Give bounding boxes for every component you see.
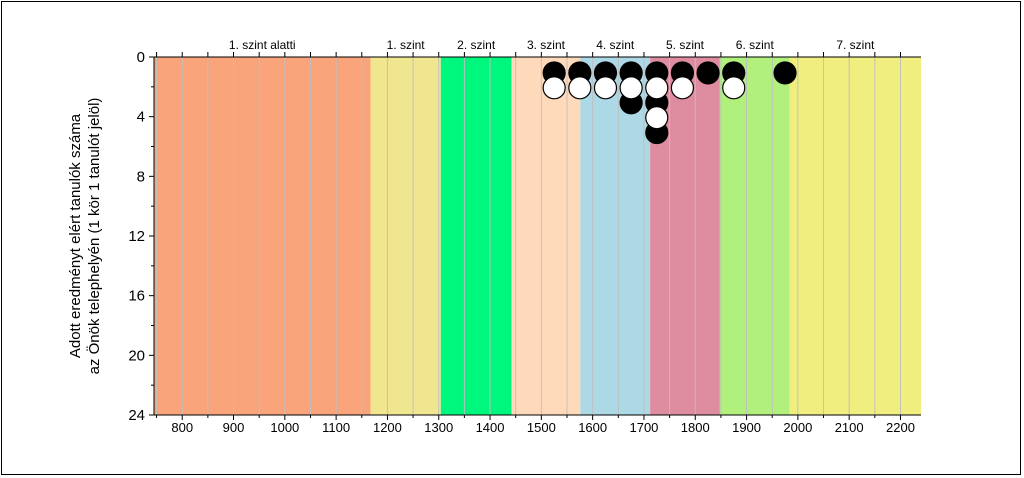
x-tick-label: 900 [223, 420, 245, 435]
level-bands [154, 57, 921, 415]
student-circle-white [645, 76, 669, 100]
level-label: 1. szint [387, 38, 426, 52]
y-tick-label: 4 [137, 109, 145, 126]
level-label: 3. szint [527, 38, 566, 52]
level-label: 6. szint [736, 38, 775, 52]
level-band [440, 57, 512, 415]
x-tick-label: 2000 [783, 420, 812, 435]
x-tick-label: 2200 [886, 420, 915, 435]
student-circle-black [696, 61, 720, 85]
x-tick-label: 800 [171, 420, 193, 435]
x-tick-label: 2100 [835, 420, 864, 435]
x-tick-label: 1600 [578, 420, 607, 435]
level-label: 5. szint [666, 38, 705, 52]
student-circle-white [645, 106, 669, 130]
axes: 800 900 1000 1100 1200 1300 1400 1500 1600 1700 18… [128, 49, 921, 435]
level-label: 7. szint [836, 38, 875, 52]
student-circle-white [568, 76, 592, 100]
x-tick-label: 1000 [270, 420, 299, 435]
level-label: 2. szint [457, 38, 496, 52]
student-circle-white [722, 76, 746, 100]
y-axis-label-line-2: az Önök telephelyén (1 kör 1 tanulót jel… [85, 98, 103, 375]
level-label: 1. szint alatti [229, 38, 296, 52]
y-tick-label: 8 [137, 168, 145, 185]
student-circle-black [773, 61, 797, 85]
level-band [719, 57, 790, 415]
y-tick-label: 20 [128, 347, 145, 364]
level-band [789, 57, 921, 415]
student-circle-white [670, 76, 695, 100]
x-tick-label: 1400 [476, 420, 505, 435]
level-band [154, 57, 371, 415]
y-tick-label: 12 [128, 228, 145, 245]
y-axis-label-line-1: Adott eredményt elért tanulók száma [67, 113, 84, 358]
level-labels: 1. szint alatti 1. szint 2. szint 3. szint 4… [229, 38, 875, 52]
x-tick-label: 1500 [527, 420, 556, 435]
x-tick-label: 1200 [373, 420, 402, 435]
student-circle-white [619, 76, 643, 100]
x-tick-label: 1800 [681, 420, 710, 435]
data-points [542, 61, 797, 145]
x-tick-label: 1100 [322, 420, 350, 435]
y-tick-label: 24 [128, 407, 145, 424]
student-circle-white [542, 76, 566, 100]
level-label: 4. szint [596, 38, 635, 52]
x-tick-label: 1900 [732, 420, 761, 435]
x-tick-label: 1300 [424, 420, 453, 435]
y-tick-label: 16 [128, 288, 145, 305]
y-tick-label: 0 [137, 49, 145, 66]
grid-lines [156, 57, 901, 415]
level-band [370, 57, 441, 415]
level-band [511, 57, 581, 415]
x-tick-label: 1700 [629, 420, 658, 435]
level-band [580, 57, 651, 415]
student-circle-white [593, 76, 618, 100]
